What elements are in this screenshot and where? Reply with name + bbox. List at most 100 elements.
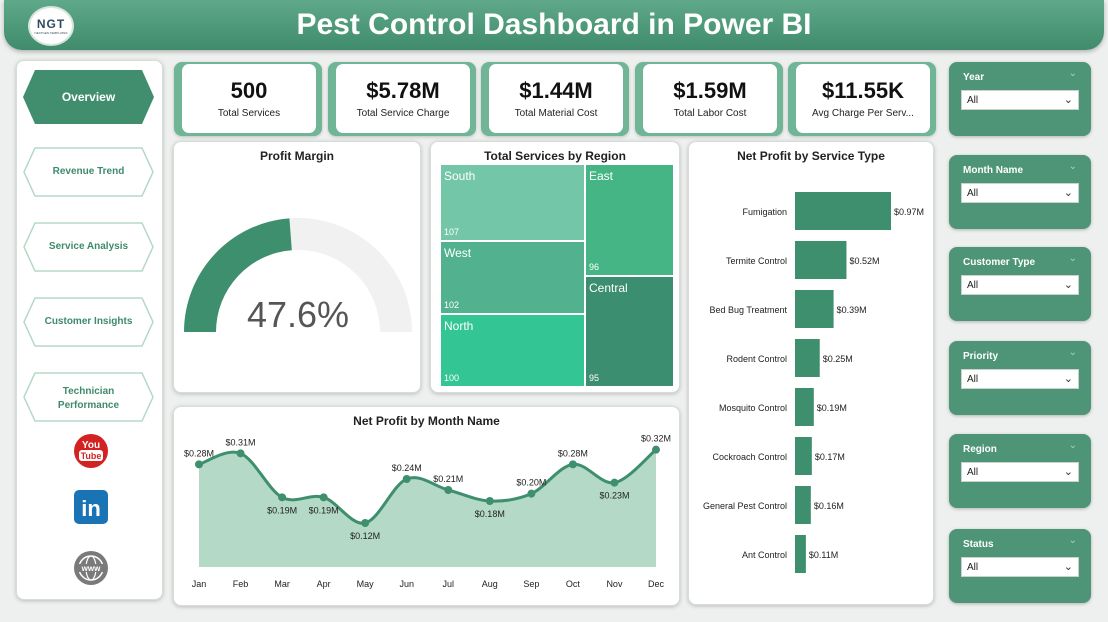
slicer-year: Year ⌄ All ⌄ [949,62,1091,136]
dropdown-value: All [967,280,979,291]
website-icon[interactable]: www [73,550,109,586]
card-title: Total Services by Region [484,149,626,163]
nav-label: Technician Performance [57,386,120,411]
bar[interactable] [795,437,812,475]
hexagon-shape-icon [23,70,154,124]
card-title: Net Profit by Service Type [737,149,885,163]
nav-service-analysis-button[interactable]: Service Analysis [23,222,154,272]
treemap-cell-north[interactable]: North 100 [441,315,584,386]
chevron-down-icon[interactable]: ⌄ [1068,68,1077,79]
treemap-region-name: West [444,246,472,260]
bar-category-label: Rodent Control [726,354,787,364]
treemap-cell-central[interactable]: Central 95 [586,277,673,386]
hexagon-outline-icon [23,372,154,422]
data-point[interactable] [485,497,494,505]
priority-dropdown[interactable]: All ⌄ [961,369,1079,389]
data-label: $0.18M [475,509,505,519]
treemap-cell-west[interactable]: West 102 [441,242,584,313]
nav-revenue-trend-button[interactable]: Revenue Trend [23,147,154,197]
net-profit-by-month-card: Net Profit by Month Name $0.28M Jan $0.31M… [173,406,680,606]
linkedin-icon[interactable]: in [73,489,109,525]
dropdown-value: All [967,188,979,199]
dropdown-arrow-icon: ⌄ [1063,187,1073,199]
navigation-panel: Overview Revenue Trend Service Analysis … [16,60,163,600]
data-point[interactable] [610,478,619,487]
page-title: Pest Control Dashboard in Power BI [296,8,812,41]
chevron-down-icon[interactable]: ⌄ [1068,440,1077,451]
bar[interactable] [795,192,891,230]
bar[interactable] [795,339,820,377]
nav-customer-insights-button[interactable]: Customer Insights [23,297,154,347]
chevron-down-icon[interactable]: ⌄ [1068,347,1077,358]
data-point[interactable] [236,449,245,458]
slicer-title: Year [963,72,985,83]
bar-category-label: Ant Control [742,550,787,560]
dropdown-arrow-icon: ⌄ [1063,279,1073,291]
kpi-value: $5.78M [366,78,440,103]
kpi-card-total-service-charge: $5.78M Total Service Charge [328,62,476,136]
slicer-title: Customer Type [963,257,1036,268]
treemap-region-name: South [444,169,476,183]
nav-label: Revenue Trend [52,166,125,177]
chevron-down-icon[interactable]: ⌄ [1068,535,1077,546]
chevron-down-icon[interactable]: ⌄ [1068,161,1077,172]
nav-overview-button[interactable]: Overview [23,70,154,124]
status-dropdown[interactable]: All ⌄ [961,557,1079,577]
data-label: $0.32M [641,434,671,444]
slicer-title: Month Name [963,165,1023,176]
treemap-region-value: 96 [589,262,600,272]
x-axis-tick-label: Mar [274,579,290,589]
youtube-text: You [82,440,100,451]
treemap-region-value: 100 [444,373,460,383]
dropdown-arrow-icon: ⌄ [1063,561,1073,573]
dropdown-value: All [967,374,979,385]
treemap-region-name: East [589,169,614,183]
data-label: $0.24M [392,463,422,473]
bar[interactable] [795,388,814,426]
bar[interactable] [795,486,811,524]
kpi-label: Total Labor Cost [673,108,747,119]
data-label: $0.19M [309,505,339,515]
year-dropdown[interactable]: All ⌄ [961,90,1079,110]
bar-category-label: Fumigation [742,207,787,217]
dropdown-value: All [967,562,979,573]
data-label: $0.19M [267,505,297,515]
month-name-dropdown[interactable]: All ⌄ [961,183,1079,203]
x-axis-tick-label: Feb [233,579,249,589]
kpi-label: Total Services [217,108,281,119]
data-point[interactable] [568,460,577,469]
data-point[interactable] [527,489,536,498]
header-bar: NGT NEXTGEN TEMPLATES Pest Control Dashb… [4,0,1104,50]
x-axis-tick-label: Aug [482,579,498,589]
services-by-region-card: Total Services by Region South 107 West … [430,141,680,393]
data-point[interactable] [319,493,328,502]
card-title: Profit Margin [260,149,334,163]
treemap-cell-south[interactable]: South 107 [441,165,584,240]
bar[interactable] [795,290,834,328]
data-label: $0.20M [516,478,546,488]
data-label: $0.21M [433,474,463,484]
region-dropdown[interactable]: All ⌄ [961,462,1079,482]
data-point[interactable] [278,493,287,502]
youtube-icon[interactable]: You Tube [73,433,109,469]
customer-type-dropdown[interactable]: All ⌄ [961,275,1079,295]
data-point[interactable] [652,445,660,454]
treemap-region-value: 107 [444,227,460,237]
bar[interactable] [795,535,806,573]
kpi-card-total-material-cost: $1.44M Total Material Cost [481,62,629,136]
kpi-value: $1.44M [519,78,593,103]
data-point[interactable] [402,475,411,483]
data-point[interactable] [444,486,453,494]
bar[interactable] [795,241,847,279]
data-label: $0.28M [184,448,214,458]
nav-technician-performance-button[interactable]: Technician Performance [23,372,154,422]
data-point[interactable] [195,460,203,469]
bar-value-label: $0.39M [837,305,867,315]
data-point[interactable] [361,519,370,527]
nav-label: Service Analysis [48,241,129,252]
chevron-down-icon[interactable]: ⌄ [1068,253,1077,264]
bar-value-label: $0.25M [823,354,853,364]
kpi-label: Total Material Cost [514,108,598,119]
card-title: Net Profit by Month Name [353,414,500,428]
treemap-cell-east[interactable]: East 96 [586,165,673,275]
